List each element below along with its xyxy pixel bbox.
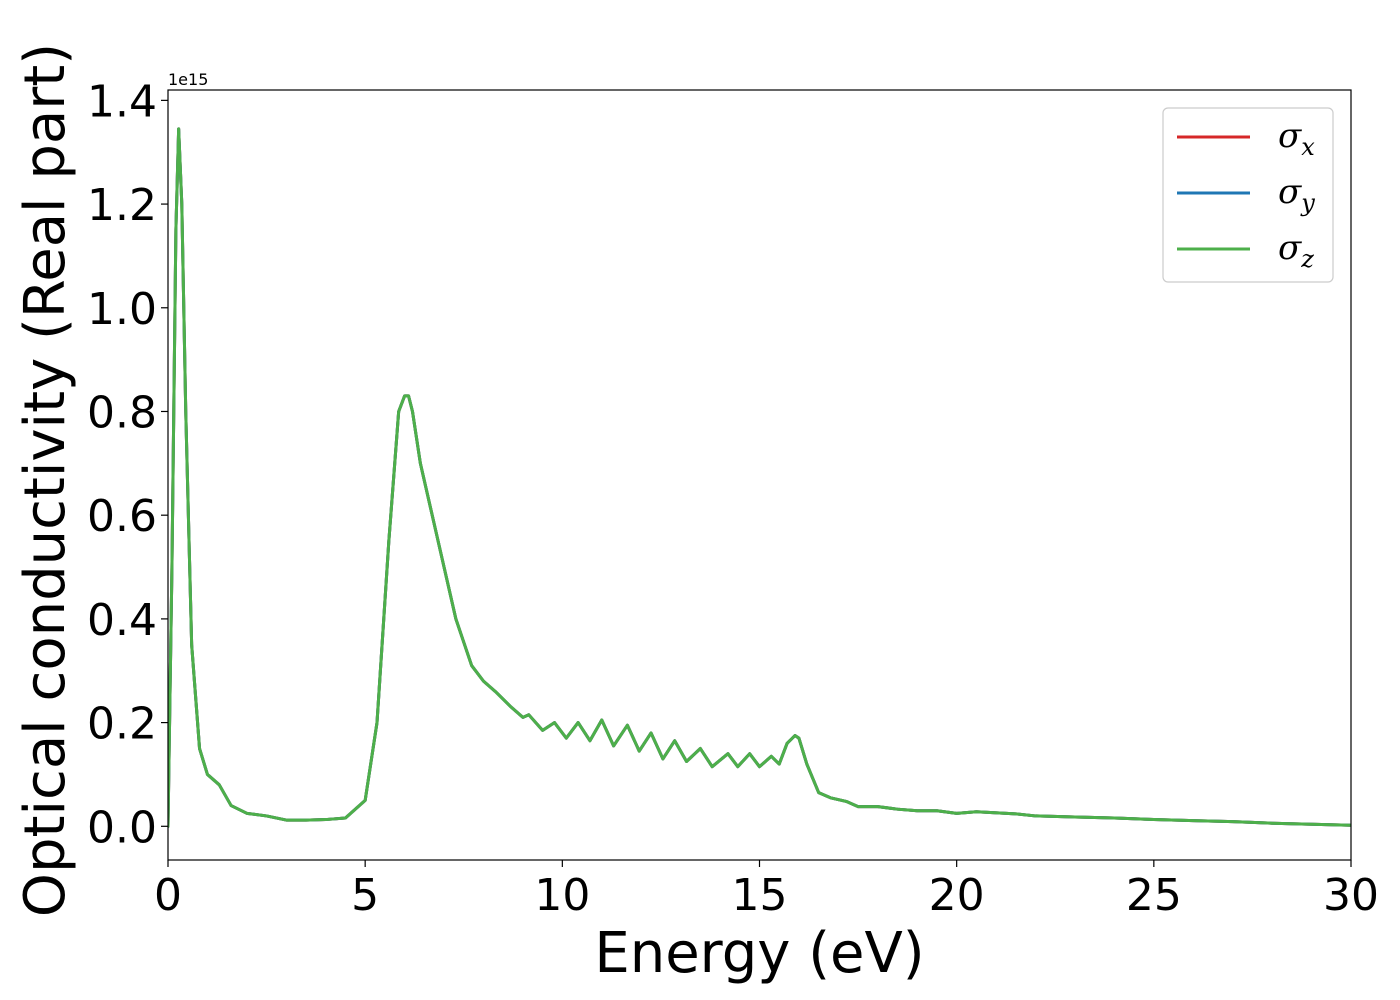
plot-area: [168, 127, 1351, 828]
y-tick-label: 0.4: [87, 595, 157, 646]
legend-box: [1162, 107, 1334, 283]
y-tick-label: 0.2: [87, 699, 157, 750]
axes: 0 5 10 15 20 25 30 0.0 0.2 0.4 0.6 0.8 1.0 1.2 1.4: [87, 76, 1379, 921]
x-tick-label: 20: [929, 870, 985, 921]
legend-label-z: σz: [1278, 228, 1314, 273]
x-tick-label: 5: [351, 870, 379, 921]
y-tick-label: 1.2: [87, 180, 157, 231]
y-tick-label: 1.4: [87, 76, 157, 127]
x-tick-label: 10: [534, 870, 590, 921]
legend-label-y: σy: [1278, 172, 1315, 217]
legend-label-x: σx: [1278, 116, 1315, 161]
x-axis-label: Energy (eV): [594, 921, 924, 986]
y-tick-label: 0.8: [87, 387, 157, 438]
y-offset-text: 1e15: [168, 70, 208, 89]
legend: σx σy σz: [1162, 107, 1334, 283]
series-line-z: [168, 127, 1351, 828]
x-tick-label: 15: [732, 870, 788, 921]
y-axis-label: Optical conductivity (Real part): [13, 43, 78, 917]
y-tick-label: 0.0: [87, 802, 157, 853]
x-tick-label: 0: [154, 870, 182, 921]
y-tick-label: 1.0: [87, 284, 157, 335]
y-tick-label: 0.6: [87, 491, 157, 542]
x-tick-label: 25: [1126, 870, 1182, 921]
x-tick-label: 30: [1323, 870, 1379, 921]
